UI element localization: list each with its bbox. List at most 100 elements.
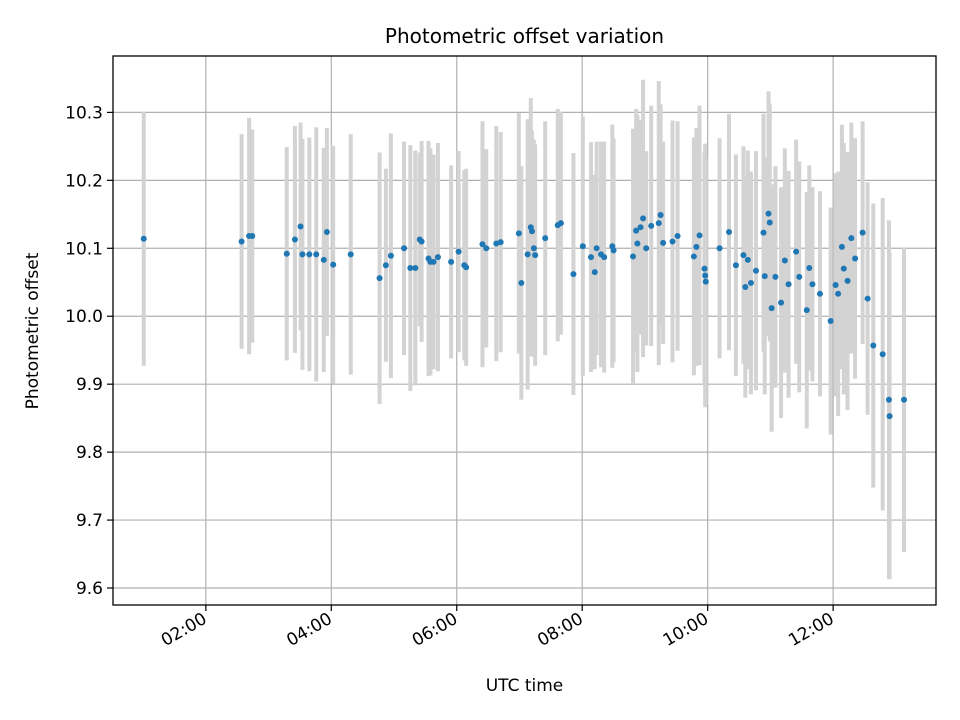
data-point <box>785 281 792 288</box>
data-point <box>885 396 892 403</box>
data-point <box>827 317 834 324</box>
data-point <box>323 228 330 235</box>
data-point <box>696 232 703 239</box>
data-point <box>859 229 866 236</box>
data-point <box>832 281 839 288</box>
data-point <box>297 223 304 230</box>
data-point <box>886 413 893 420</box>
data-point <box>610 247 617 254</box>
data-point <box>518 279 525 286</box>
data-point <box>702 272 709 279</box>
data-point <box>725 228 732 235</box>
data-point <box>669 238 676 245</box>
data-point <box>809 281 816 288</box>
data-point <box>693 243 700 250</box>
data-point <box>806 264 813 271</box>
data-point <box>382 262 389 269</box>
data-point <box>320 256 327 263</box>
data-point <box>716 245 723 252</box>
data-point <box>742 284 749 291</box>
data-point <box>630 253 637 260</box>
data-point <box>633 227 640 234</box>
data-point <box>803 307 810 314</box>
data-point <box>778 299 785 306</box>
data-point <box>648 222 655 229</box>
data-points <box>140 210 908 420</box>
data-point <box>330 261 337 268</box>
data-point <box>772 273 779 280</box>
data-point <box>634 240 641 247</box>
data-point <box>870 342 877 349</box>
data-point <box>752 267 759 274</box>
data-point <box>747 279 754 286</box>
data-point <box>848 235 855 242</box>
data-point <box>479 241 486 248</box>
data-point <box>844 277 851 284</box>
data-point <box>299 251 306 258</box>
data-point <box>637 224 644 231</box>
data-point <box>761 273 768 280</box>
data-point <box>593 245 600 252</box>
data-point <box>840 265 847 272</box>
y-axis-label: Photometric offset <box>23 252 43 409</box>
data-point <box>529 228 536 235</box>
data-point <box>901 396 908 403</box>
y-tick-label: 10.2 <box>65 171 103 191</box>
data-point <box>140 235 147 242</box>
plot-frame <box>112 55 937 606</box>
data-point <box>701 265 708 272</box>
data-point <box>816 290 823 297</box>
data-point <box>674 233 681 240</box>
data-point <box>768 305 775 312</box>
data-point <box>587 254 594 261</box>
data-point <box>418 238 425 245</box>
y-tick-label: 10.1 <box>65 239 103 259</box>
data-point <box>455 248 462 255</box>
data-point <box>765 210 772 217</box>
data-point <box>306 251 313 258</box>
data-point <box>793 248 800 255</box>
data-point <box>530 245 537 252</box>
data-point <box>387 252 394 259</box>
y-tick-label: 9.6 <box>76 579 103 599</box>
data-point <box>732 262 739 269</box>
data-point <box>601 254 608 261</box>
data-point <box>796 273 803 280</box>
chart-title: Photometric offset variation <box>385 24 664 48</box>
data-point <box>407 264 414 271</box>
data-point <box>864 295 871 302</box>
y-tick-label: 10.0 <box>65 307 103 327</box>
data-point <box>347 251 354 258</box>
data-point <box>515 230 522 237</box>
data-point <box>412 264 419 271</box>
x-axis-label: UTC time <box>486 676 564 696</box>
data-point <box>657 211 664 218</box>
data-point <box>879 351 886 358</box>
data-point <box>690 253 697 260</box>
data-point <box>401 245 408 252</box>
data-point <box>283 250 290 257</box>
data-point <box>766 219 773 226</box>
data-point <box>838 243 845 250</box>
data-point <box>463 264 470 271</box>
data-point <box>524 251 531 258</box>
data-point <box>532 252 539 259</box>
y-tick-label: 10.3 <box>65 103 103 123</box>
data-point <box>430 258 437 265</box>
data-point <box>483 245 490 252</box>
data-point <box>740 252 747 259</box>
data-point <box>660 239 667 246</box>
data-point <box>702 278 709 285</box>
data-point <box>249 233 256 240</box>
data-point <box>640 215 647 222</box>
data-point <box>643 245 650 252</box>
data-point <box>835 290 842 297</box>
data-point <box>591 269 598 276</box>
data-point <box>744 256 751 263</box>
y-tick-label: 9.9 <box>76 375 103 395</box>
data-point <box>313 251 320 258</box>
data-point <box>655 220 662 227</box>
data-point <box>760 229 767 236</box>
data-point <box>579 243 586 250</box>
